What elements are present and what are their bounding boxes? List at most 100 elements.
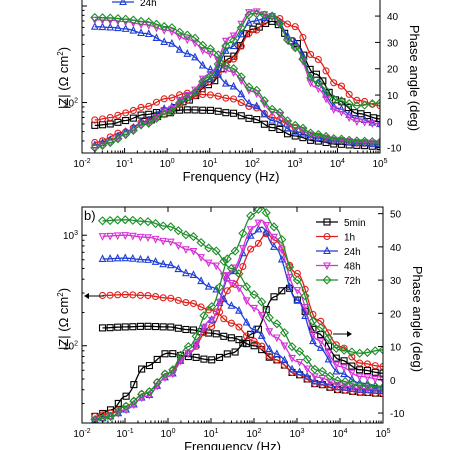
marker-phase-72h xyxy=(105,411,116,421)
marker-impedance-1h xyxy=(197,303,205,311)
marker-impedance-72h xyxy=(375,137,380,147)
marker-phase-5min xyxy=(215,353,224,361)
marker-phase-1h xyxy=(247,245,255,253)
marker-impedance-24h xyxy=(197,276,205,285)
marker-impedance-1h xyxy=(159,294,167,302)
marker-phase-72h xyxy=(267,11,277,21)
x-tick-label: 10-1 xyxy=(116,158,133,170)
marker-phase-1h xyxy=(379,362,383,371)
marker-phase-48h xyxy=(360,118,369,127)
y-right-tick-label: 20 xyxy=(387,65,399,76)
marker-impedance-72h xyxy=(128,15,138,25)
marker-phase-72h xyxy=(152,377,162,388)
marker-impedance-5min xyxy=(189,326,198,334)
marker-impedance-48h xyxy=(144,234,152,243)
x-axis-label: Frenquency (Hz) xyxy=(184,439,281,450)
marker-impedance-72h xyxy=(310,364,320,374)
marker-impedance-24h xyxy=(106,22,115,31)
marker-impedance-1h xyxy=(220,315,228,323)
marker-phase-72h xyxy=(238,228,248,238)
marker-impedance-72h xyxy=(360,136,370,146)
marker-impedance-72h xyxy=(295,346,305,357)
marker-phase-72h xyxy=(308,316,318,326)
marker-phase-72h xyxy=(253,207,264,215)
marker-impedance-48h xyxy=(106,232,114,241)
marker-phase-72h xyxy=(221,41,231,51)
marker-impedance-24h xyxy=(106,254,114,262)
marker-impedance-5min xyxy=(230,109,238,117)
fit-line-phase-5min xyxy=(94,286,383,418)
marker-impedance-5min xyxy=(205,329,213,337)
marker-phase-5min xyxy=(247,330,255,338)
plot-area xyxy=(90,207,383,423)
marker-impedance-72h xyxy=(367,137,377,147)
marker-phase-1h xyxy=(223,287,231,295)
legend-marker xyxy=(323,232,331,241)
marker-phase-72h xyxy=(183,341,193,352)
marker-phase-5min xyxy=(344,104,352,112)
marker-impedance-48h xyxy=(250,304,259,313)
marker-impedance-1h xyxy=(136,291,144,299)
marker-impedance-48h xyxy=(182,246,190,255)
x-tick-label: 100 xyxy=(160,428,175,440)
marker-impedance-5min xyxy=(91,121,99,129)
marker-impedance-24h xyxy=(326,380,334,389)
marker-phase-1h xyxy=(330,79,338,87)
marker-impedance-72h xyxy=(211,246,221,256)
x-tick-label: 104 xyxy=(330,158,345,170)
y-right-axis-label: Phase angle (deg) xyxy=(410,266,425,372)
marker-phase-72h xyxy=(378,345,383,355)
marker-impedance-48h xyxy=(189,247,198,256)
marker-impedance-72h xyxy=(181,230,191,240)
marker-phase-5min xyxy=(223,350,231,358)
marker-phase-5min xyxy=(145,361,153,370)
marker-phase-48h xyxy=(215,298,224,307)
y-right-tick-label: 50 xyxy=(390,210,402,221)
marker-phase-5min xyxy=(200,355,208,363)
marker-phase-72h xyxy=(375,98,380,108)
legend-marker xyxy=(323,262,331,271)
marker-phase-1h xyxy=(253,26,261,34)
marker-phase-72h xyxy=(207,301,217,312)
marker-impedance-1h xyxy=(214,92,222,100)
marker-phase-72h xyxy=(136,120,146,130)
x-tick-label: 10-2 xyxy=(73,428,90,440)
marker-impedance-24h xyxy=(291,126,300,135)
marker-impedance-1h xyxy=(258,342,266,350)
marker-phase-72h xyxy=(230,246,240,256)
x-tick-label: 101 xyxy=(202,158,217,170)
marker-impedance-72h xyxy=(259,96,269,106)
marker-phase-72h xyxy=(246,211,256,221)
marker-impedance-24h xyxy=(227,301,236,309)
marker-phase-72h xyxy=(362,347,373,358)
marker-phase-72h xyxy=(259,10,269,20)
marker-impedance-5min xyxy=(276,125,284,133)
marker-phase-5min xyxy=(371,368,379,376)
marker-impedance-48h xyxy=(242,297,251,306)
marker-phase-24h xyxy=(252,16,261,24)
marker-impedance-1h xyxy=(114,291,122,299)
marker-impedance-72h xyxy=(213,50,223,60)
marker-impedance-48h xyxy=(197,254,205,262)
marker-impedance-24h xyxy=(113,253,122,262)
marker-phase-5min xyxy=(270,293,278,301)
marker-impedance-24h xyxy=(237,89,246,98)
marker-impedance-48h xyxy=(175,33,184,41)
plot-frame xyxy=(81,0,381,154)
marker-phase-48h xyxy=(161,374,169,383)
marker-phase-24h xyxy=(221,46,230,54)
marker-impedance-1h xyxy=(114,111,122,119)
marker-impedance-48h xyxy=(235,284,243,293)
marker-phase-72h xyxy=(121,129,131,140)
marker-phase-1h xyxy=(322,67,330,75)
marker-phase-5min xyxy=(122,392,130,400)
marker-phase-24h xyxy=(262,227,271,236)
marker-phase-24h xyxy=(324,354,333,363)
marker-impedance-1h xyxy=(265,352,273,360)
marker-phase-72h xyxy=(352,100,362,111)
marker-impedance-72h xyxy=(166,222,176,232)
marker-impedance-24h xyxy=(182,268,190,277)
marker-phase-5min xyxy=(363,366,371,375)
marker-impedance-5min xyxy=(212,330,220,338)
marker-phase-48h xyxy=(371,375,380,384)
